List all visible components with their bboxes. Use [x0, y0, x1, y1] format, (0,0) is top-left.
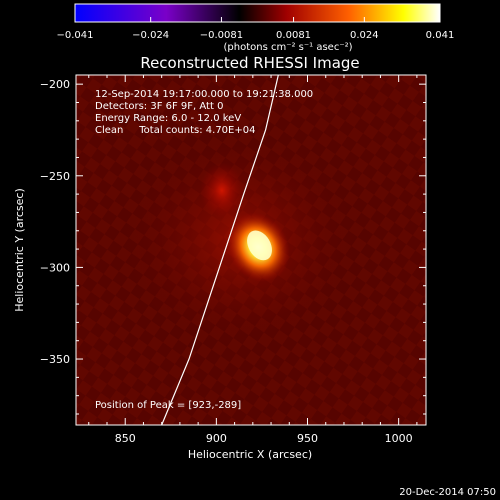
y-tick-label: −300: [40, 261, 70, 274]
colorbar-tick-label: 0.041: [426, 30, 455, 41]
annotations: 12-Sep-2014 19:17:00.000 to 19:21:38.000…: [95, 89, 313, 411]
image-area: [76, 75, 426, 425]
y-axis: −200 −250 −300 −350: [40, 78, 426, 415]
colorbar-tick-label: 0.024: [350, 30, 379, 41]
colorbar-tick-label: −0.024: [132, 30, 169, 41]
chart-title: Reconstructed RHESSI Image: [140, 54, 359, 72]
y-tick-label: −350: [40, 353, 70, 366]
peak-position-label: Position of Peak = [923,-289]: [95, 400, 241, 411]
colorbar-tick-labels: −0.041 −0.024 −0.0081 0.0081 0.024 0.041: [56, 30, 454, 41]
footer-timestamp: 20-Dec-2014 07:50: [399, 487, 496, 498]
x-tick-label: 850: [115, 432, 136, 445]
colorbar-tick-label: −0.041: [56, 30, 93, 41]
y-tick-label: −200: [40, 78, 70, 91]
x-tick-label: 1000: [385, 432, 413, 445]
annotation-counts: Clean Total counts: 4.70E+04: [95, 125, 255, 136]
colorbar-units: (photons cm⁻² s⁻¹ asec⁻²): [223, 42, 352, 53]
x-axis-label: Heliocentric X (arcsec): [188, 448, 312, 461]
main-source-core: [247, 230, 272, 261]
colorbar-ticks: [74, 17, 441, 22]
y-tick-label: −250: [40, 170, 70, 183]
y-axis-label: Heliocentric Y (arcsec): [13, 188, 26, 312]
secondary-source: [199, 162, 244, 219]
x-tick-label: 900: [206, 432, 227, 445]
x-tick-label: 950: [297, 432, 318, 445]
colorbar-tick-label: −0.0081: [200, 30, 243, 41]
colorbar: −0.041 −0.024 −0.0081 0.0081 0.024 0.041 (pho…: [56, 3, 454, 53]
annotation-energy: Energy Range: 6.0 - 12.0 keV: [95, 113, 241, 124]
colorbar-tick-label: 0.0081: [276, 30, 311, 41]
x-axis: 850 900 950 1000: [88, 75, 418, 445]
colorbar-gradient: [74, 3, 441, 23]
emission-sources: [199, 162, 290, 282]
annotation-detectors: Detectors: 3F 6F 9F, Att 0: [95, 101, 223, 112]
solar-limb: [161, 75, 279, 425]
annotation-time-range: 12-Sep-2014 19:17:00.000 to 19:21:38.000: [95, 89, 313, 100]
plot-frame: [75, 74, 427, 426]
